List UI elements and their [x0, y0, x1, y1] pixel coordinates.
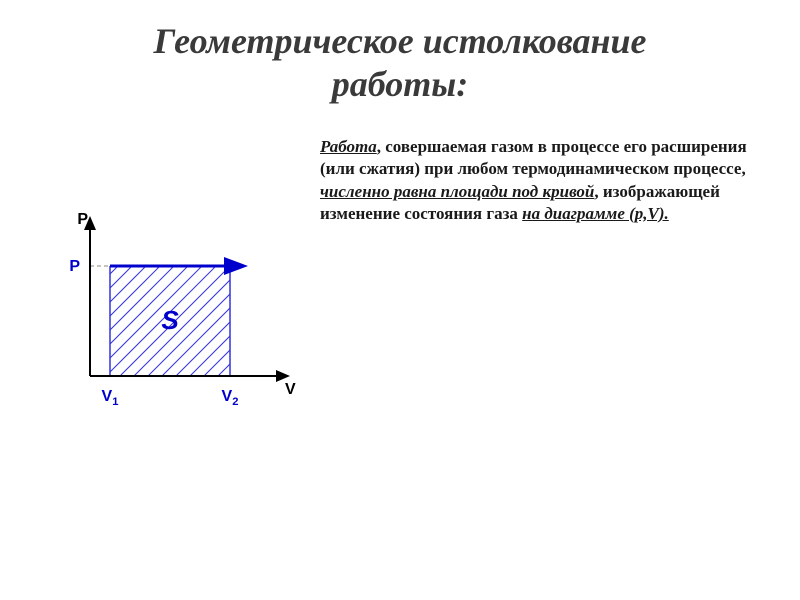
para-seg-5: на диаграмме (p,V). [522, 204, 669, 223]
pv-diagram: P V P V1 V2 S [40, 196, 300, 431]
para-seg-1: Работа [320, 137, 377, 156]
content-row: P V P V1 V2 S Работа, совершаемая газом в про… [0, 106, 800, 431]
explanation-paragraph: Работа, совершаемая газом в процессе его… [320, 136, 760, 431]
title-line-2: работы: [40, 63, 760, 106]
svg-text:V1: V1 [102, 388, 119, 408]
para-seg-2: , совершаемая газом в процессе его расши… [320, 137, 747, 178]
title-line-1: Геометрическое истолкование [40, 20, 760, 63]
svg-text:P: P [69, 258, 80, 275]
svg-text:S: S [161, 305, 179, 335]
slide-title: Геометрическое истолкование работы: [0, 0, 800, 106]
svg-text:V2: V2 [222, 388, 239, 408]
para-seg-3: численно равна площади под кривой [320, 182, 594, 201]
svg-text:V: V [285, 381, 296, 398]
svg-text:P: P [77, 211, 88, 228]
pv-diagram-svg: P V P V1 V2 S [40, 196, 300, 426]
